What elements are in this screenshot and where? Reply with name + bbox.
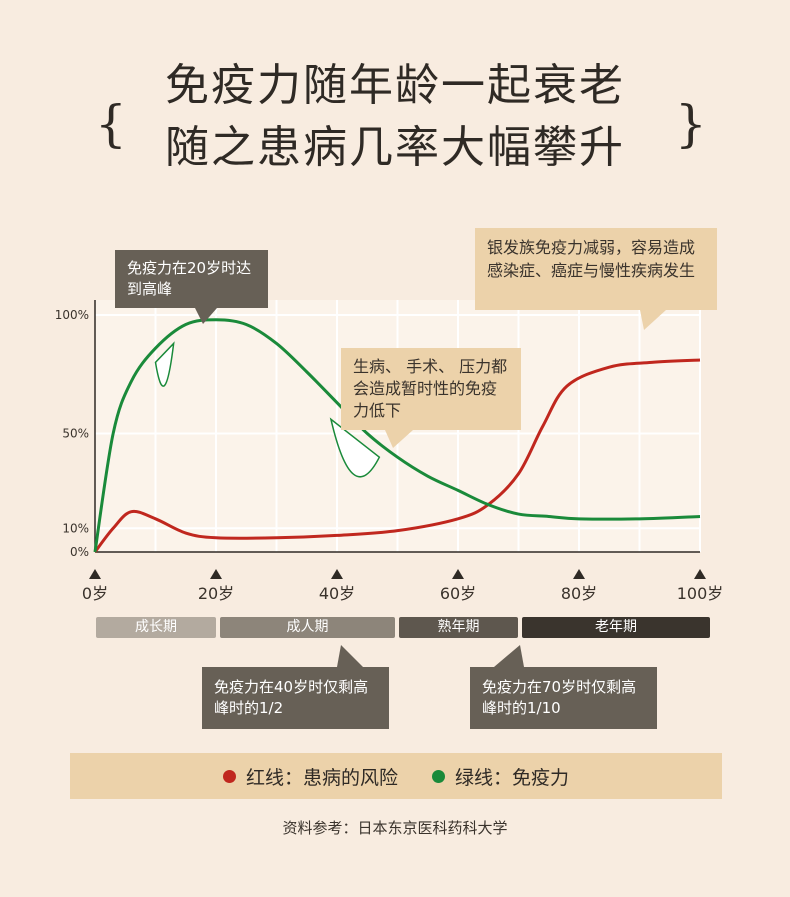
- callout-age40: 免疫力在40岁时仅剩高峰时的1/2: [202, 667, 389, 729]
- callout-age40-tail: [337, 645, 363, 667]
- y-tick-label: 0%: [70, 545, 89, 559]
- x-tick-marker: [452, 569, 464, 579]
- source-note: 资料参考：日本东京医科药科大学: [282, 819, 508, 837]
- x-tick-label: 20岁: [198, 584, 234, 603]
- x-tick-label: 40岁: [319, 584, 355, 603]
- right-brace: }: [675, 95, 707, 153]
- callout-peak-tail: [195, 308, 217, 324]
- callout-age40-text: 免疫力在40岁时仅剩高峰时的1/2: [214, 678, 369, 717]
- left-brace: {: [95, 95, 127, 153]
- legend-green-dot: [432, 769, 445, 783]
- x-tick-marker: [331, 569, 343, 579]
- y-tick-label: 10%: [62, 521, 89, 535]
- callout-age70-text: 免疫力在70岁时仅剩高峰时的1/10: [482, 678, 637, 717]
- y-tick-label: 100%: [55, 308, 89, 322]
- legend: 红线：患病的风险 绿线：免疫力: [70, 753, 722, 799]
- stage-growth: 成长期: [96, 617, 216, 638]
- x-tick-label: 80岁: [561, 584, 597, 603]
- stage-adult: 成人期: [220, 617, 395, 638]
- y-tick-label: 50%: [62, 427, 89, 441]
- immunity-dip: [329, 417, 381, 478]
- title-line-2: 随之患病几率大幅攀升: [165, 122, 625, 173]
- legend-red-label: 红线：患病的风险: [245, 766, 398, 789]
- callout-age70: 免疫力在70岁时仅剩高峰时的1/10: [470, 667, 657, 729]
- x-tick-label: 0岁: [82, 584, 108, 603]
- callout-illness: 生病、 手术、 压力都会造成暂时性的免疫力低下: [341, 348, 521, 430]
- x-tick-marker: [210, 569, 222, 579]
- immunity-dip: [154, 341, 175, 387]
- callout-elderly-text: 银发族免疫力减弱，容易造成感染症、癌症与慢性疾病发生: [487, 238, 696, 280]
- stage-growth-label: 成长期: [135, 619, 177, 635]
- risk-line: [93, 358, 701, 553]
- x-tick-label: 100岁: [677, 584, 724, 603]
- callout-illness-tail: [385, 430, 413, 448]
- stage-adult-label: 成人期: [286, 619, 329, 635]
- stage-mature: 熟年期: [399, 617, 518, 638]
- x-tick-label: 60岁: [440, 584, 476, 603]
- callout-peak: 免疫力在20岁时达到高峰: [115, 250, 268, 308]
- callout-peak-text: 免疫力在20岁时达到高峰: [127, 259, 252, 298]
- title-line-1: 免疫力随年龄一起衰老: [165, 60, 625, 111]
- callout-elderly-tail: [640, 310, 666, 330]
- stage-mature-label: 熟年期: [437, 619, 480, 635]
- stage-elderly-label: 老年期: [595, 619, 637, 635]
- x-tick-marker: [694, 569, 706, 579]
- legend-red-dot: [222, 769, 236, 783]
- page-title: 免疫力随年龄一起衰老 随之患病几率大幅攀升: [0, 55, 790, 179]
- legend-green-label: 绿线：免疫力: [455, 766, 570, 789]
- x-tick-marker: [573, 569, 585, 579]
- callout-age70-tail: [494, 645, 524, 667]
- callout-illness-text: 生病、 手术、 压力都会造成暂时性的免疫力低下: [353, 357, 508, 420]
- stage-elderly: 老年期: [522, 617, 710, 638]
- callout-elderly: 银发族免疫力减弱，容易造成感染症、癌症与慢性疾病发生: [475, 228, 717, 310]
- x-tick-marker: [89, 569, 101, 579]
